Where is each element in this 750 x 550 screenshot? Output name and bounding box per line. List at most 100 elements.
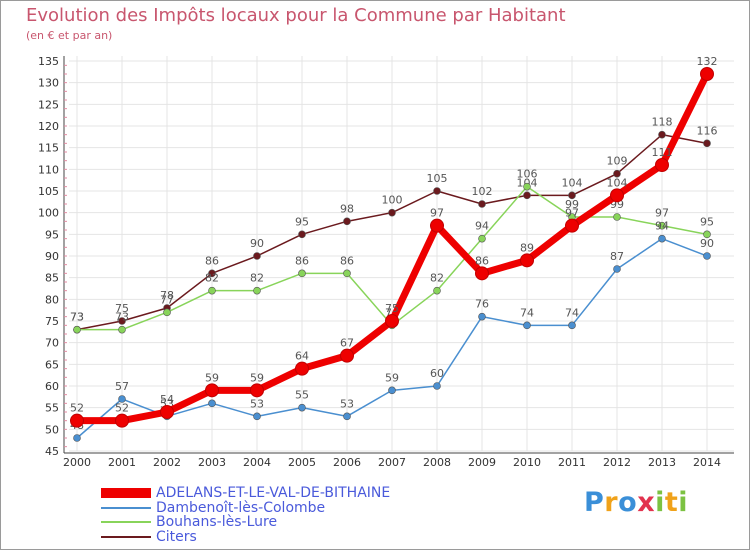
y-tick-label: 80 — [45, 293, 59, 306]
y-tick-label: 50 — [45, 423, 59, 436]
data-point-adelans — [115, 413, 129, 428]
data-label-dambenoit: 74 — [520, 306, 534, 319]
data-label-adelans: 111 — [652, 146, 673, 159]
data-label-bouhans: 106 — [517, 168, 538, 181]
x-tick-label: 2011 — [558, 456, 586, 469]
data-point-dambenoit — [298, 403, 306, 412]
y-tick-label: 135 — [38, 55, 59, 68]
data-point-adelans — [205, 383, 219, 398]
data-point-bouhans — [343, 269, 351, 278]
y-tick-label: 85 — [45, 272, 59, 285]
data-point-adelans — [340, 348, 354, 363]
y-tick-label: 95 — [45, 228, 59, 241]
data-point-citers — [523, 191, 531, 200]
y-tick-label: 130 — [38, 77, 59, 90]
x-tick-label: 2004 — [243, 456, 271, 469]
data-point-citers — [118, 317, 126, 325]
y-tick-label: 125 — [38, 98, 59, 111]
data-point-dambenoit — [73, 434, 81, 442]
legend-item-bouhans[interactable]: Bouhans-lès-Lure — [101, 515, 390, 530]
chart-title: Evolution des Impôts locaux pour la Comm… — [26, 5, 566, 26]
data-label-adelans: 64 — [295, 350, 309, 363]
data-point-citers — [343, 217, 351, 226]
data-label-citers: 102 — [472, 185, 493, 198]
data-point-adelans — [250, 383, 264, 398]
y-tick-label: 70 — [45, 337, 59, 350]
logo-letter-r: r — [604, 487, 619, 518]
data-label-adelans: 86 — [475, 254, 489, 267]
proxiti-logo: Proxiti — [584, 487, 688, 518]
data-label-bouhans: 95 — [700, 215, 714, 228]
x-tick-label: 2010 — [513, 456, 541, 469]
data-point-adelans — [385, 314, 399, 328]
data-point-bouhans — [703, 230, 711, 239]
data-label-adelans: 59 — [205, 371, 219, 384]
legend-label-citers: Citers — [156, 528, 197, 545]
legend-label-adelans: ADELANS-ET-LE-VAL-DE-BITHAINE — [156, 485, 391, 501]
data-label-citers: 116 — [697, 124, 718, 137]
data-label-adelans: 59 — [250, 371, 264, 384]
x-tick-label: 2002 — [153, 456, 181, 469]
data-label-bouhans: 94 — [475, 220, 489, 233]
data-point-adelans — [70, 413, 84, 428]
data-label-dambenoit: 90 — [700, 237, 714, 250]
data-point-dambenoit — [703, 252, 711, 260]
y-tick-label: 105 — [38, 185, 59, 198]
data-label-bouhans: 77 — [160, 293, 174, 306]
data-point-adelans — [700, 67, 714, 81]
data-label-citers: 86 — [205, 254, 219, 267]
data-point-dambenoit — [478, 312, 486, 321]
data-point-adelans — [295, 361, 309, 376]
data-label-dambenoit: 55 — [295, 389, 309, 402]
x-tick-label: 2001 — [108, 456, 136, 469]
data-point-bouhans — [613, 213, 621, 221]
data-label-citers: 109 — [607, 155, 628, 168]
data-point-adelans — [610, 188, 624, 203]
x-tick-label: 2009 — [468, 456, 496, 469]
data-label-adelans: 52 — [70, 402, 84, 415]
data-label-bouhans: 86 — [340, 254, 354, 267]
data-label-citers: 78 — [160, 289, 174, 302]
legend-item-citers[interactable]: Citers — [101, 528, 390, 545]
data-point-bouhans — [298, 269, 306, 278]
data-label-adelans: 104 — [607, 176, 628, 189]
y-tick-label: 45 — [45, 445, 59, 458]
y-tick-label: 90 — [45, 250, 59, 263]
chart-legend: ADELANS-ET-LE-VAL-DE-BITHAINE Dambenoît-… — [101, 486, 390, 544]
logo-letter-o: o — [618, 487, 638, 518]
data-point-dambenoit — [118, 395, 126, 403]
data-label-adelans: 54 — [160, 393, 174, 406]
data-label-dambenoit: 94 — [655, 220, 669, 233]
data-point-citers — [433, 187, 441, 195]
legend-swatch-adelans — [101, 488, 151, 498]
x-tick-label: 2007 — [378, 456, 406, 469]
data-point-bouhans — [163, 308, 171, 317]
data-label-citers: 73 — [70, 311, 84, 324]
legend-item-dambenoit[interactable]: Dambenoît-lès-Colombe — [101, 500, 390, 516]
data-point-dambenoit — [433, 382, 441, 390]
data-point-dambenoit — [343, 412, 351, 421]
data-label-bouhans: 99 — [565, 198, 579, 211]
data-label-citers: 98 — [340, 202, 354, 215]
data-label-citers: 118 — [652, 116, 673, 129]
x-tick-label: 2008 — [423, 456, 451, 469]
legend-item-adelans[interactable]: ADELANS-ET-LE-VAL-DE-BITHAINE — [101, 486, 390, 501]
data-point-dambenoit — [658, 234, 666, 243]
data-label-dambenoit: 53 — [250, 397, 264, 410]
data-point-bouhans — [658, 221, 666, 230]
data-label-citers: 100 — [382, 194, 403, 207]
data-point-bouhans — [523, 182, 531, 191]
legend-swatch-citers — [101, 535, 151, 538]
data-label-adelans: 67 — [340, 337, 354, 350]
data-point-adelans — [520, 253, 534, 268]
legend-swatch-dambenoit — [101, 506, 151, 509]
data-label-bouhans: 82 — [205, 272, 219, 285]
data-label-adelans: 75 — [385, 302, 399, 315]
x-tick-label: 2000 — [63, 456, 91, 469]
data-point-adelans — [655, 158, 669, 172]
data-label-citers: 104 — [562, 176, 583, 189]
logo-letter-i2: i — [678, 487, 689, 518]
logo-letter-i: i — [655, 487, 665, 518]
y-tick-label: 60 — [45, 380, 59, 393]
